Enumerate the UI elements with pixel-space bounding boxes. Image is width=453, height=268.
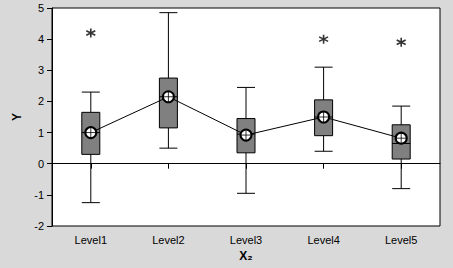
svg-text:Level2: Level2 xyxy=(152,234,184,246)
svg-text:Level5: Level5 xyxy=(385,234,417,246)
svg-text:-1: -1 xyxy=(34,189,44,201)
svg-text:0: 0 xyxy=(38,158,44,170)
svg-text:2: 2 xyxy=(38,95,44,107)
svg-text:5: 5 xyxy=(38,2,44,14)
svg-text:1: 1 xyxy=(38,127,44,139)
svg-text:3: 3 xyxy=(38,64,44,76)
svg-text:Level3: Level3 xyxy=(230,234,262,246)
svg-text:-2: -2 xyxy=(34,220,44,232)
svg-text:Y: Y xyxy=(10,113,24,121)
svg-text:Level1: Level1 xyxy=(75,234,107,246)
svg-text:4: 4 xyxy=(38,33,44,45)
svg-text:Level4: Level4 xyxy=(307,234,339,246)
svg-text:X₂: X₂ xyxy=(239,249,252,263)
